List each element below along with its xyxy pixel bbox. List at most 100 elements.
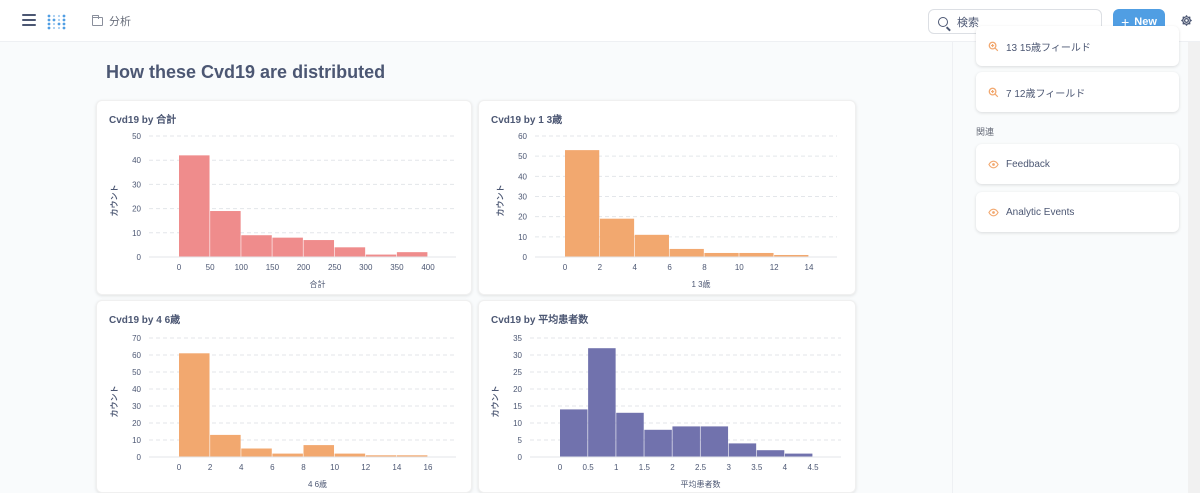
y-tick-label: 35 <box>513 334 522 343</box>
y-tick-label: 20 <box>513 385 522 394</box>
y-axis-label: カウント <box>491 386 500 418</box>
chart-card-avg-patients[interactable]: Cvd19 by 平均患者数 0 5 10 15 20 25 30 35 0 0.5 1 1.5 2 2.… <box>478 300 856 493</box>
y-tick-label: 30 <box>132 180 141 189</box>
scrollbar[interactable] <box>1188 42 1200 493</box>
x-tick-label: 250 <box>328 263 342 272</box>
x-axis-label: 平均患者数 <box>681 479 721 489</box>
chart-title[interactable]: Cvd19 by 合計 <box>109 115 177 126</box>
histogram-bar <box>179 353 210 457</box>
y-tick-label: 0 <box>518 453 523 462</box>
y-tick-label: 50 <box>518 152 527 161</box>
y-tick-label: 40 <box>132 385 141 394</box>
histogram-bar <box>179 155 210 257</box>
histogram-bar <box>241 448 272 457</box>
gear-icon[interactable] <box>1180 14 1193 27</box>
search-placeholder: 検索 <box>957 16 979 29</box>
x-tick-label: 8 <box>301 463 306 472</box>
zoom-card-7-12[interactable]: 7 12歳フィールド <box>976 72 1179 112</box>
x-tick-label: 150 <box>266 263 280 272</box>
x-tick-label: 4 <box>783 463 788 472</box>
histogram-bar <box>774 254 809 257</box>
chart-card-age-4-6[interactable]: Cvd19 by 4 6歳 0 10 20 30 40 50 60 70 0 2 4 6 8 10 12 14… <box>96 300 472 493</box>
zoom-in-icon <box>988 87 999 97</box>
breadcrumb-collection[interactable]: 分析 <box>109 16 131 28</box>
related-section-label: 関連 <box>976 127 995 137</box>
histogram-bar <box>669 248 704 257</box>
plus-icon: + <box>1121 13 1130 30</box>
histogram-bar <box>616 412 644 457</box>
histogram-bar <box>644 429 672 457</box>
histogram-total: 0 10 20 30 40 50 0 50 100 150 200 250 300 350 400 合計 カウン… <box>110 132 456 289</box>
histogram-bar <box>272 237 303 257</box>
x-tick-label: 0.5 <box>583 463 595 472</box>
hamburger-menu-icon[interactable] <box>22 14 36 26</box>
breadcrumb[interactable]: 分析 <box>92 13 131 29</box>
related-card-label: Analytic Events <box>1006 206 1075 218</box>
y-tick-label: 15 <box>513 402 522 411</box>
x-tick-label: 6 <box>270 463 275 472</box>
histogram-bar <box>241 235 272 257</box>
y-tick-label: 70 <box>132 334 141 343</box>
x-tick-label: 14 <box>392 463 401 472</box>
chart-card-total[interactable]: Cvd19 by 合計 0 10 20 30 40 50 0 50 100 150 200 250 30… <box>96 100 472 295</box>
histogram-age-1-3: 0 10 20 30 40 50 60 0 2 4 6 8 10 12 14 1 3歳 カウント <box>496 132 837 289</box>
histogram-bar <box>334 247 366 257</box>
zoom-card-13-15[interactable]: 13 15歳フィールド <box>976 26 1179 66</box>
y-tick-label: 30 <box>132 402 141 411</box>
histogram-bar <box>272 453 303 457</box>
chart-title[interactable]: Cvd19 by 1 3歳 <box>491 115 563 126</box>
histogram-bar <box>303 240 335 257</box>
x-tick-label: 100 <box>235 263 249 272</box>
x-tick-label: 0 <box>177 263 182 272</box>
histogram-bar <box>303 445 335 457</box>
zoom-in-icon <box>988 41 999 51</box>
histogram-bar <box>396 455 428 457</box>
related-card-feedback[interactable]: Feedback <box>976 144 1179 184</box>
histogram-bar <box>756 450 785 457</box>
metabase-logo[interactable] <box>46 12 66 32</box>
zoom-card-label: 13 15歳フィールド <box>1006 42 1091 54</box>
y-tick-label: 20 <box>132 205 141 214</box>
y-tick-label: 30 <box>518 193 527 202</box>
y-tick-label: 60 <box>132 351 141 360</box>
x-tick-label: 0 <box>563 263 568 272</box>
x-tick-label: 14 <box>805 263 814 272</box>
x-tick-label: 12 <box>361 463 370 472</box>
x-tick-label: 3.5 <box>751 463 763 472</box>
x-tick-label: 1 <box>614 463 619 472</box>
y-tick-label: 0 <box>137 453 142 462</box>
y-tick-label: 60 <box>518 132 527 141</box>
y-tick-label: 50 <box>132 368 141 377</box>
y-tick-label: 10 <box>132 229 141 238</box>
chart-title[interactable]: Cvd19 by 4 6歳 <box>109 315 181 326</box>
x-tick-label: 200 <box>297 263 311 272</box>
related-card-label: Feedback <box>1006 158 1050 170</box>
histogram-bar <box>210 211 241 257</box>
x-tick-label: 3 <box>726 463 731 472</box>
x-tick-label: 2 <box>598 263 603 272</box>
x-axis-label: 4 6歳 <box>308 479 327 489</box>
chart-title[interactable]: Cvd19 by 平均患者数 <box>491 315 589 326</box>
y-axis-label: カウント <box>110 185 119 217</box>
related-card-analytic-events[interactable]: Analytic Events <box>976 192 1179 232</box>
page-title: How these Cvd19 are distributed <box>106 62 386 82</box>
histogram-avg-patients: 0 5 10 15 20 25 30 35 0 0.5 1 1.5 2 2.5 3 3.5 4 4.5 平均患者数 カ… <box>491 334 841 489</box>
y-tick-label: 10 <box>513 419 522 428</box>
chart-card-age-1-3[interactable]: Cvd19 by 1 3歳 0 10 20 30 40 50 60 0 2 4 6 8 10 12 14 1 … <box>478 100 856 295</box>
y-tick-label: 10 <box>132 436 141 445</box>
x-tick-label: 0 <box>558 463 563 472</box>
x-tick-label: 4.5 <box>807 463 819 472</box>
x-tick-label: 16 <box>424 463 433 472</box>
y-tick-label: 50 <box>132 132 141 141</box>
x-tick-label: 10 <box>330 463 339 472</box>
histogram-bar <box>700 426 729 457</box>
x-tick-label: 2 <box>208 463 213 472</box>
y-tick-label: 20 <box>518 213 527 222</box>
x-tick-label: 400 <box>421 263 435 272</box>
y-tick-label: 40 <box>518 172 527 181</box>
histogram-bar <box>588 348 616 457</box>
x-tick-label: 1.5 <box>639 463 651 472</box>
x-tick-label: 350 <box>390 263 404 272</box>
histogram-bar <box>728 443 757 457</box>
histogram-bar <box>704 252 739 257</box>
